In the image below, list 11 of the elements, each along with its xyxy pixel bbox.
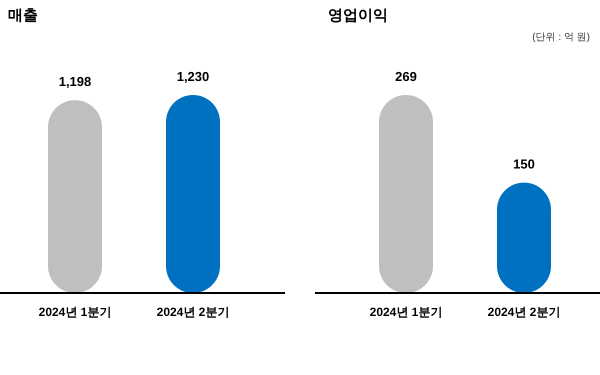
x-tick-label: 2024년 2분기 [488, 305, 560, 319]
data-label: 1,198 [58, 74, 92, 90]
x-tick-label: 2024년 2분기 [156, 305, 230, 319]
data-label: 269 [395, 69, 417, 84]
text: (단위 : 억 원) [532, 32, 590, 43]
x-tick-label: 2024년 1분기 [38, 305, 112, 319]
data-label: 150 [513, 156, 535, 172]
x-tick-label: 2024년 1분기 [370, 305, 442, 319]
chart-title: 영업이익 [328, 7, 388, 24]
data-label: 1,230 [176, 69, 210, 84]
chart-title: 매출 [8, 7, 38, 24]
